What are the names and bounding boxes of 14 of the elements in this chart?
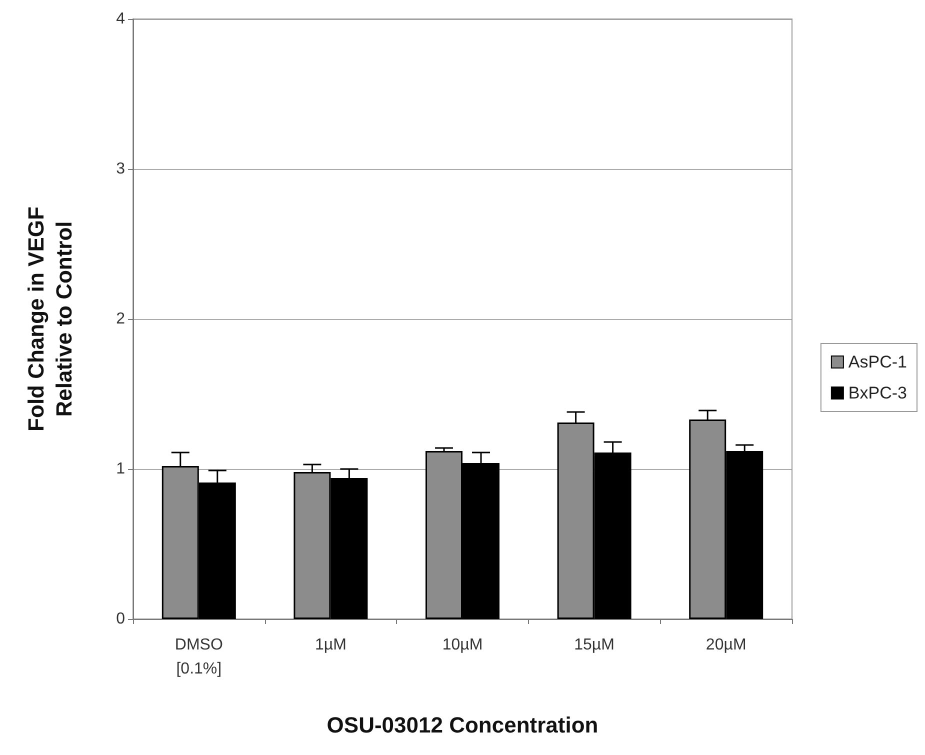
- x-tick-label: 15µM: [574, 636, 614, 654]
- y-tick-label: 0: [116, 610, 126, 628]
- legend-label: BxPC-3: [848, 384, 908, 402]
- y-tick-label: 3: [116, 160, 126, 178]
- y-tick-label: 2: [116, 310, 126, 328]
- y-tick-label: 4: [116, 10, 126, 28]
- x-tick-label: 10µM: [442, 636, 483, 654]
- legend-label: AsPC-1: [848, 352, 908, 372]
- x-tick-label: 20µM: [706, 636, 746, 654]
- x-tick-label: 1µM: [314, 636, 346, 654]
- x-axis-title: OSU-03012 Concentration: [326, 712, 598, 738]
- x-tick-label: DMSO [0.1%]: [174, 636, 223, 678]
- y-tick-label: 1: [116, 460, 126, 478]
- y-axis-title: Fold Change in VEGF Relative to Control: [24, 206, 76, 432]
